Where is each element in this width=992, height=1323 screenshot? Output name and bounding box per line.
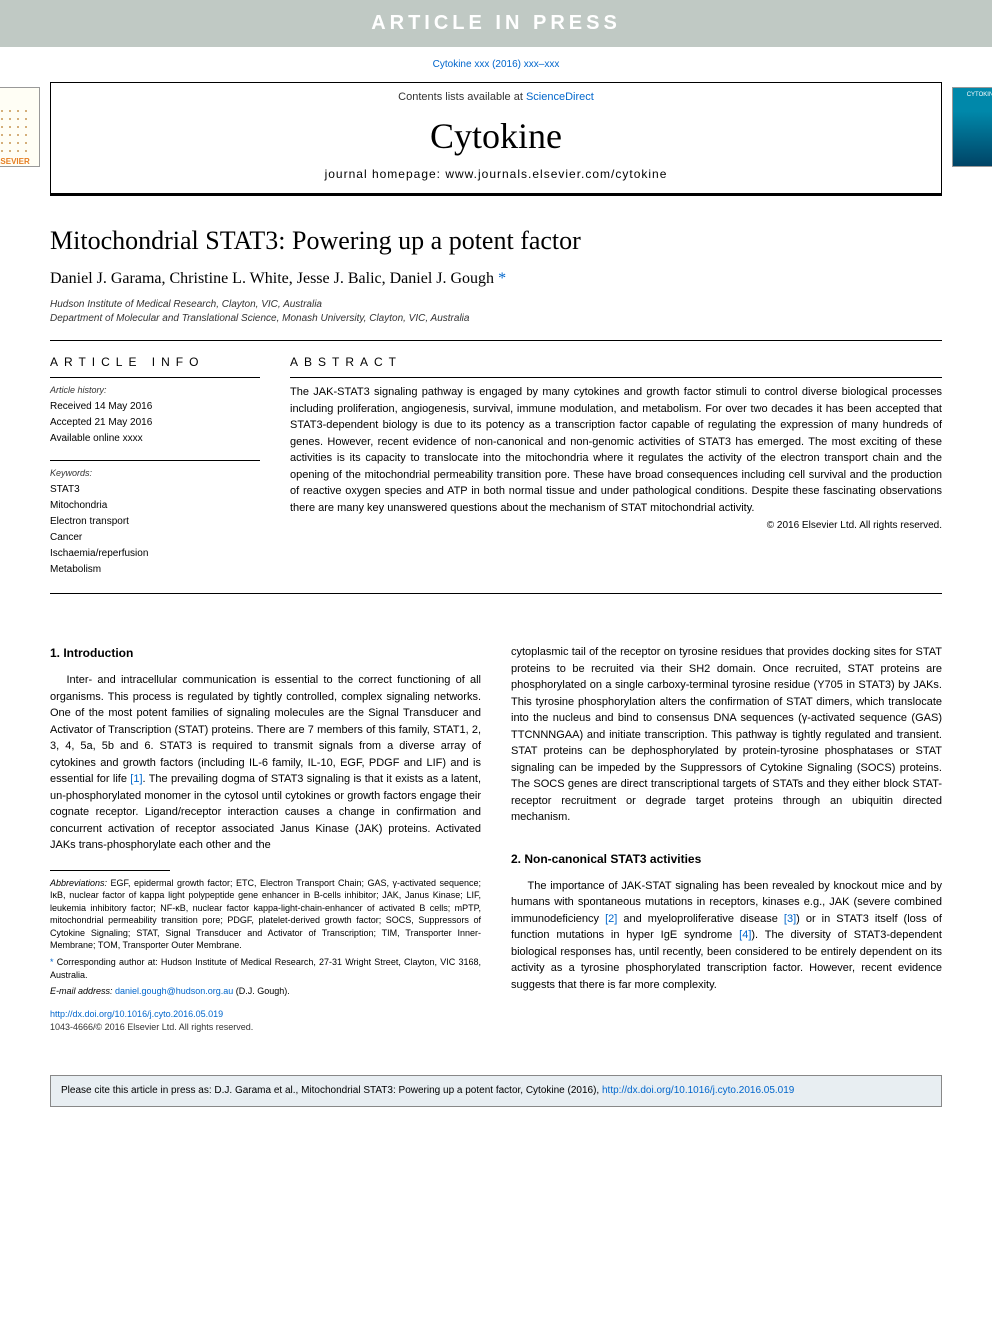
intro-text-a: Inter- and intracellular communication i… [50, 674, 481, 785]
article-in-press-banner: ARTICLE IN PRESS [0, 0, 992, 47]
email-footnote: E-mail address: daniel.gough@hudson.org.… [50, 985, 481, 998]
article-info-block: article info Article history: Received 1… [50, 355, 260, 579]
corr-text: Corresponding author at: Hudson Institut… [50, 957, 481, 980]
affiliation-2: Department of Molecular and Translationa… [50, 312, 942, 326]
journal-cover-thumbnail: CYTOKINE [952, 87, 992, 167]
keyword: Cancer [50, 531, 260, 545]
received-date: Received 14 May 2016 [50, 400, 260, 414]
authors-text: Daniel J. Garama, Christine L. White, Je… [50, 270, 498, 287]
keyword: STAT3 [50, 483, 260, 497]
contents-text: Contents lists available at [398, 91, 526, 103]
reference-link-3[interactable]: [3] [784, 913, 796, 925]
top-citation-line: Cytokine xxx (2016) xxx–xxx [0, 47, 992, 82]
nc-text-b: and myeloproliferative disease [617, 913, 784, 925]
keyword: Mitochondria [50, 499, 260, 513]
article-history-label: Article history: [50, 385, 107, 395]
divider [290, 377, 942, 378]
reference-link-4[interactable]: [4] [739, 929, 751, 941]
abstract-text: The JAK-STAT3 signaling pathway is engag… [290, 384, 942, 516]
sciencedirect-link[interactable]: ScienceDirect [526, 91, 594, 103]
cite-doi-link[interactable]: http://dx.doi.org/10.1016/j.cyto.2016.05… [602, 1085, 794, 1096]
keyword: Electron transport [50, 515, 260, 529]
accepted-date: Accepted 21 May 2016 [50, 416, 260, 430]
cite-prefix: Please cite this article in press as: D.… [61, 1085, 602, 1096]
footnote-rule [50, 870, 170, 871]
article-info-heading: article info [50, 355, 260, 369]
journal-name: Cytokine [51, 109, 941, 167]
reference-link-2[interactable]: [2] [605, 913, 617, 925]
divider [50, 377, 260, 378]
abbrev-label: Abbreviations: [50, 878, 107, 888]
abbrev-text: EGF, epidermal growth factor; ETC, Elect… [50, 878, 481, 951]
left-column: 1. Introduction Inter- and intracellular… [50, 644, 481, 1035]
email-suffix: (D.J. Gough). [233, 986, 290, 996]
abstract-copyright: © 2016 Elsevier Ltd. All rights reserved… [290, 520, 942, 531]
section-heading-introduction: 1. Introduction [50, 644, 481, 662]
contents-line: Contents lists available at ScienceDirec… [51, 83, 941, 109]
intro-paragraph: Inter- and intracellular communication i… [50, 672, 481, 854]
abbreviations-footnote: Abbreviations: EGF, epidermal growth fac… [50, 877, 481, 953]
divider [50, 593, 942, 594]
issn-copyright: 1043-4666/© 2016 Elsevier Ltd. All right… [50, 1021, 481, 1035]
author-list: Daniel J. Garama, Christine L. White, Je… [50, 270, 942, 288]
email-link[interactable]: daniel.gough@hudson.org.au [115, 986, 233, 996]
reference-link-1[interactable]: [1] [130, 773, 142, 785]
elsevier-logo: ELSEVIER [0, 87, 40, 167]
abstract-block: abstract The JAK-STAT3 signaling pathway… [290, 355, 942, 579]
divider [50, 340, 942, 341]
corresponding-author-marker: * [498, 270, 506, 287]
right-column: cytoplasmic tail of the receptor on tyro… [511, 644, 942, 1035]
elsevier-logo-text: ELSEVIER [0, 157, 30, 166]
doi-link[interactable]: http://dx.doi.org/10.1016/j.cyto.2016.05… [50, 1008, 481, 1022]
keyword: Metabolism [50, 563, 260, 577]
please-cite-box: Please cite this article in press as: D.… [50, 1075, 942, 1107]
keywords-label: Keywords: [50, 468, 92, 478]
divider [50, 460, 260, 461]
noncanonical-paragraph: The importance of JAK-STAT signaling has… [511, 878, 942, 994]
section-heading-noncanonical: 2. Non-canonical STAT3 activities [511, 850, 942, 868]
journal-homepage: journal homepage: www.journals.elsevier.… [51, 167, 941, 189]
footnotes-block: Abbreviations: EGF, epidermal growth fac… [50, 877, 481, 998]
abstract-heading: abstract [290, 355, 942, 369]
available-online: Available online xxxx [50, 432, 260, 446]
keyword: Ischaemia/reperfusion [50, 547, 260, 561]
corresponding-footnote: * Corresponding author at: Hudson Instit… [50, 956, 481, 981]
affiliation-1: Hudson Institute of Medical Research, Cl… [50, 298, 942, 312]
article-title: Mitochondrial STAT3: Powering up a poten… [50, 226, 942, 256]
intro-continuation: cytoplasmic tail of the receptor on tyro… [511, 644, 942, 826]
journal-header-box: Contents lists available at ScienceDirec… [50, 82, 942, 196]
email-label: E-mail address: [50, 986, 115, 996]
